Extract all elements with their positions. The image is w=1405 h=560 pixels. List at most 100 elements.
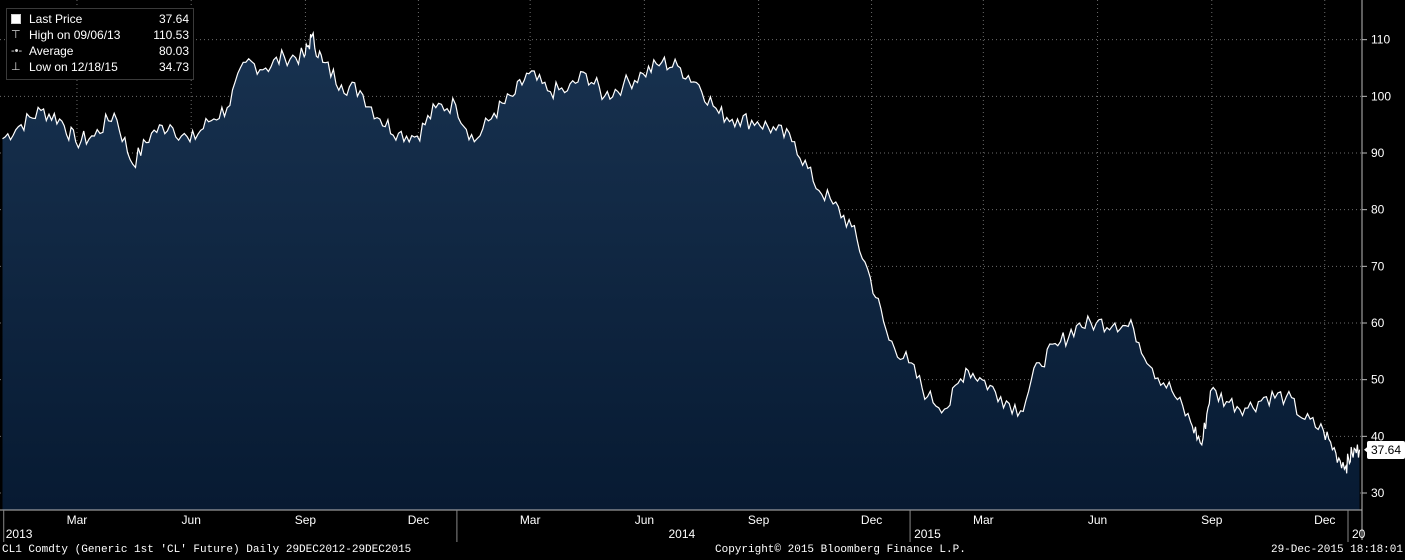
data-point (1189, 421, 1191, 423)
data-point (340, 84, 342, 86)
month-tick-label: Dec (1314, 513, 1335, 527)
data-point (812, 180, 814, 182)
year-label: 2014 (668, 527, 695, 541)
data-point (189, 140, 191, 142)
data-point (1038, 361, 1040, 363)
month-tick-label: Dec (861, 513, 882, 527)
legend-label: Last Price (29, 12, 83, 26)
data-point (20, 123, 22, 125)
data-point (698, 84, 700, 86)
y-tick-label: 50 (1371, 373, 1385, 387)
data-point (622, 84, 624, 86)
data-point (1171, 390, 1173, 392)
data-point (1345, 465, 1347, 467)
legend-label: Low on 12/18/15 (29, 60, 118, 74)
year-label: 20 (1352, 527, 1366, 541)
footer-ticker: CL1 Comdty (Generic 1st 'CL' Future) Dai… (2, 544, 412, 556)
data-point (58, 118, 60, 120)
data-point (946, 407, 948, 409)
legend-value: 34.73 (158, 60, 189, 74)
legend-label: High on 09/06/13 (29, 28, 121, 42)
month-tick-label: Jun (182, 513, 201, 527)
low-marker-icon: ⊥ (11, 61, 21, 73)
year-label: 2015 (914, 527, 941, 541)
data-point (113, 112, 115, 114)
data-point (756, 121, 758, 123)
y-tick-label: 100 (1371, 89, 1391, 103)
data-point (169, 123, 171, 125)
data-point (512, 95, 514, 97)
month-tick-label: Mar (67, 513, 88, 527)
price-area (2, 33, 1360, 510)
data-point (965, 367, 967, 369)
data-point (416, 135, 418, 137)
legend-label: Average (29, 44, 74, 58)
data-point (679, 67, 681, 69)
data-point (1075, 325, 1077, 327)
data-point (585, 72, 587, 74)
footer-copyright: Copyright© 2015 Bloomberg Finance L.P. (715, 544, 966, 556)
data-point (397, 132, 399, 134)
data-point (310, 35, 312, 37)
y-tick-label: 70 (1371, 259, 1385, 273)
data-point (603, 95, 605, 97)
data-point (1285, 395, 1287, 397)
chart-legend[interactable]: Last Price 37.64 ⊤ High on 09/06/13 110.… (6, 8, 194, 80)
data-point (642, 72, 644, 74)
year-label: 2013 (6, 527, 33, 541)
month-tick-label: Mar (973, 513, 994, 527)
data-point (775, 129, 777, 131)
data-point (93, 135, 95, 137)
data-point (493, 112, 495, 114)
data-point (528, 72, 530, 74)
y-tick-label: 80 (1371, 203, 1385, 217)
legend-high: ⊤ High on 09/06/13 110.53 (11, 27, 189, 43)
data-point (132, 163, 134, 165)
data-point (264, 67, 266, 69)
data-point (245, 61, 247, 63)
data-point (1095, 322, 1097, 324)
month-tick-label: Dec (408, 513, 429, 527)
footer-timestamp: 29-Dec-2015 18:18:01 (1270, 544, 1403, 556)
data-point (888, 339, 890, 341)
high-marker-icon: ⊤ (11, 29, 21, 41)
y-tick-label: 90 (1371, 146, 1385, 160)
legend-value: 110.53 (153, 28, 189, 42)
data-point (150, 132, 152, 134)
data-point (359, 89, 361, 91)
data-point (736, 118, 738, 120)
data-point (832, 203, 834, 205)
data-point (473, 140, 475, 142)
data-point (1351, 452, 1353, 454)
month-tick-label: Jun (635, 513, 654, 527)
data-point (1, 138, 3, 140)
data-point (1358, 449, 1360, 451)
data-point (40, 109, 42, 111)
legend-last-price: Last Price 37.64 (11, 11, 189, 27)
data-point (718, 112, 720, 114)
legend-value: 37.64 (158, 12, 189, 26)
data-point (435, 106, 437, 108)
data-point (566, 89, 568, 91)
data-point (283, 55, 285, 57)
month-tick-label: Sep (748, 513, 770, 527)
data-point (1000, 395, 1002, 397)
data-point (226, 106, 228, 108)
data-point (1335, 452, 1337, 454)
y-tick-label: 40 (1371, 429, 1385, 443)
data-point (869, 276, 871, 278)
data-point (851, 225, 853, 227)
data-point (1265, 395, 1267, 397)
data-point (926, 395, 928, 397)
data-point (379, 118, 381, 120)
data-point (1151, 367, 1153, 369)
data-point (793, 140, 795, 142)
data-point (1322, 429, 1324, 431)
month-tick-label: Sep (295, 513, 317, 527)
y-tick-label: 60 (1371, 316, 1385, 330)
y-tick-label: 30 (1371, 486, 1385, 500)
data-point (661, 61, 663, 63)
last-price-tag: 37.64 (1367, 440, 1405, 459)
legend-low: ⊥ Low on 12/18/15 34.73 (11, 59, 189, 75)
